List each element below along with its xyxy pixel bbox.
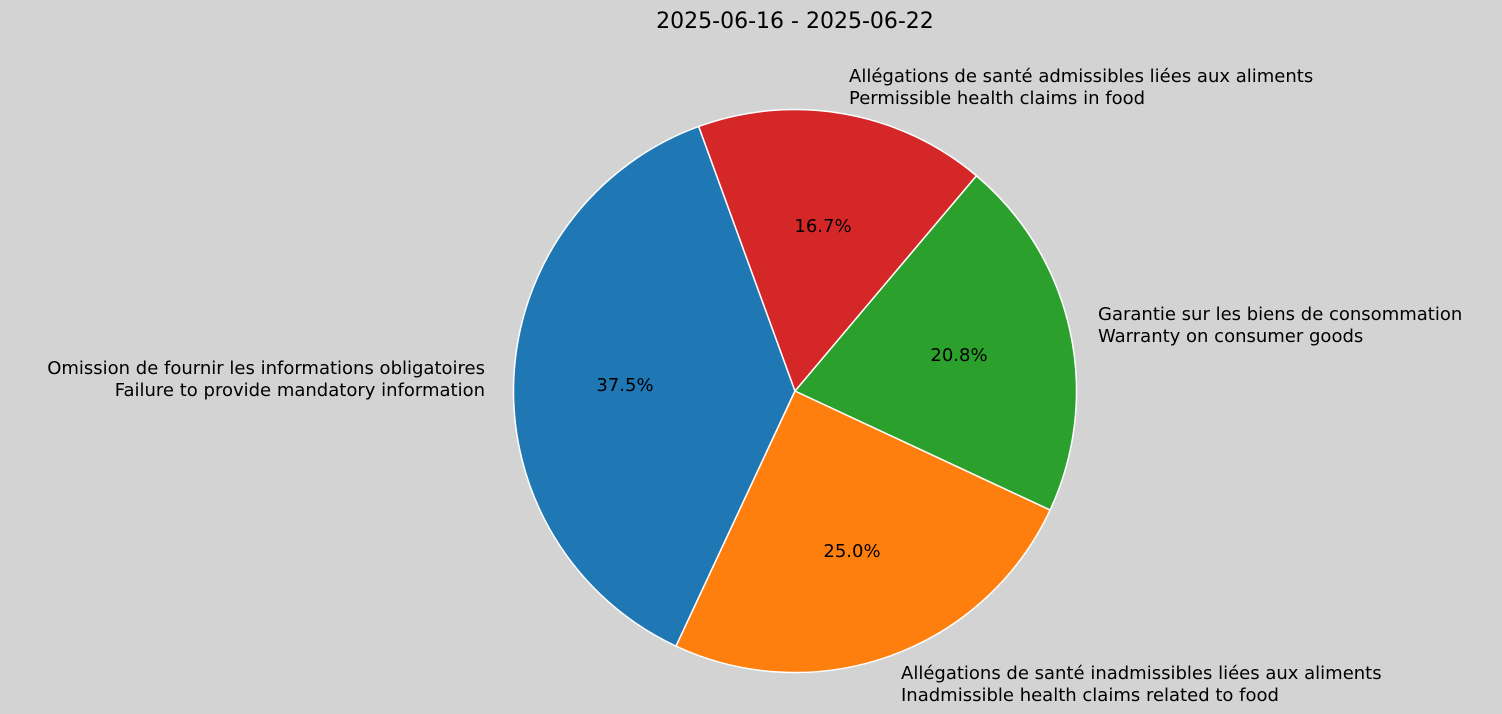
pct-label-inadmissible-health-claims: 25.0% <box>823 541 880 562</box>
slice-permissible-health-claims <box>697 108 978 392</box>
pie-slices <box>512 108 1078 674</box>
label-fr: Allégations de santé inadmissibles liées… <box>901 663 1382 684</box>
slice-failure-mandatory-info <box>512 125 796 647</box>
slice-warranty-consumer-goods <box>794 174 1078 511</box>
label-fr: Omission de fournir les informations obl… <box>47 358 485 379</box>
label-en: Warranty on consumer goods <box>1098 326 1363 347</box>
label-fr: Allégations de santé admissibles liées a… <box>849 66 1313 87</box>
label-en: Failure to provide mandatory information <box>115 380 485 401</box>
label-en: Inadmissible health claims related to fo… <box>901 685 1279 706</box>
label-en: Permissible health claims in food <box>849 88 1145 109</box>
label-failure-mandatory-info: Omission de fournir les informations obl… <box>47 358 485 401</box>
label-permissible-health-claims: Allégations de santé admissibles liées a… <box>849 66 1313 109</box>
label-warranty-consumer-goods: Garantie sur les biens de consommation W… <box>1098 304 1462 347</box>
chart-title: 2025-06-16 - 2025-06-22 <box>656 9 934 34</box>
slice-inadmissible-health-claims <box>675 390 1051 674</box>
pct-label-warranty-consumer-goods: 20.8% <box>930 345 987 366</box>
label-inadmissible-health-claims: Allégations de santé inadmissibles liées… <box>901 663 1382 706</box>
label-fr: Garantie sur les biens de consommation <box>1098 304 1462 325</box>
pct-label-permissible-health-claims: 16.7% <box>794 216 851 237</box>
pct-label-failure-mandatory-info: 37.5% <box>596 375 653 396</box>
